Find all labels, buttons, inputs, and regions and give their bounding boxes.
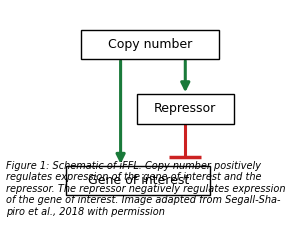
Text: Copy number: Copy number — [108, 38, 192, 51]
Text: Repressor: Repressor — [154, 102, 216, 115]
Text: Gene of interest: Gene of interest — [88, 174, 189, 187]
FancyBboxPatch shape — [81, 30, 219, 59]
FancyBboxPatch shape — [66, 166, 210, 195]
FancyBboxPatch shape — [137, 94, 234, 123]
Text: Figure 1: Schematic of iFFL. Copy number positively
regulates expression of the : Figure 1: Schematic of iFFL. Copy number… — [6, 161, 285, 217]
